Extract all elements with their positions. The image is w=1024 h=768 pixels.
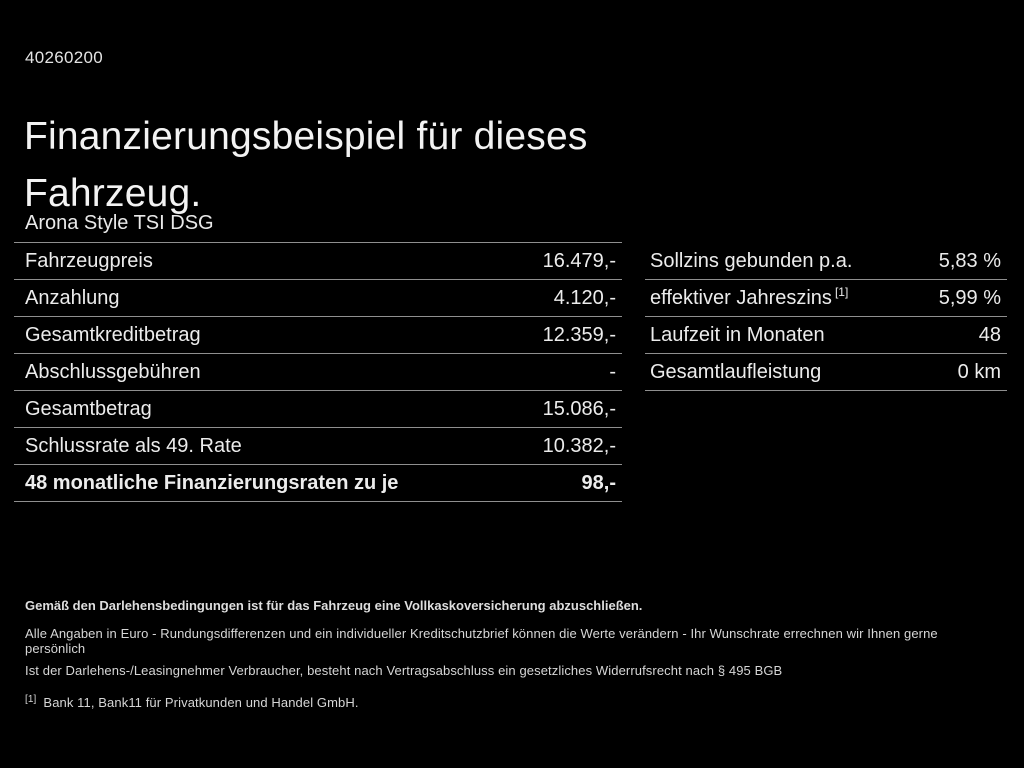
- row-value: 5,83 %: [938, 249, 1001, 272]
- row-label: Abschlussgebühren: [25, 360, 201, 383]
- bank-reference-note: [1] Bank 11, Bank11 für Privatkunden und …: [25, 693, 1000, 710]
- insurance-requirement-note: Gemäß den Darlehensbedingungen ist für d…: [25, 598, 643, 613]
- row-label: Gesamtkreditbetrag: [25, 323, 201, 346]
- table-row-sollzins: Sollzins gebunden p.a. 5,83 %: [645, 243, 1007, 280]
- table-row-monatliche-rate: 48 monatliche Finanzierungsraten zu je 9…: [14, 465, 622, 502]
- row-label: Anzahlung: [25, 286, 120, 309]
- financing-table-right: Sollzins gebunden p.a. 5,83 % effektiver…: [645, 243, 1007, 391]
- disclaimer-line-1: Alle Angaben in Euro - Rundungsdifferenz…: [25, 626, 938, 656]
- row-label: Gesamtlaufleistung: [650, 360, 822, 383]
- row-value: 98,-: [581, 471, 616, 494]
- row-label: Sollzins gebunden p.a.: [650, 249, 853, 272]
- row-label: Gesamtbetrag: [25, 397, 152, 420]
- reference-number: 40260200: [25, 48, 104, 67]
- page-title-line1: Finanzierungsbeispiel für dieses: [24, 115, 588, 159]
- disclaimer-line-2: Ist der Darlehens-/Leasingnehmer Verbrau…: [25, 663, 783, 678]
- row-label: Laufzeit in Monaten: [650, 323, 825, 346]
- row-value: 15.086,-: [542, 397, 616, 420]
- footnotes-section: Gemäß den Darlehensbedingungen ist für d…: [25, 598, 1000, 710]
- table-row-gesamtbetrag: Gesamtbetrag 15.086,-: [14, 391, 622, 428]
- table-row-gesamtlaufleistung: Gesamtlaufleistung 0 km: [645, 354, 1007, 391]
- row-value: 0 km: [957, 360, 1001, 383]
- financing-table-left: Fahrzeugpreis 16.479,- Anzahlung 4.120,-…: [14, 242, 622, 502]
- bank-footnote-marker: [1]: [25, 693, 37, 705]
- footnote-marker-superscript: [1]: [834, 284, 849, 299]
- table-row-schlussrate: Schlussrate als 49. Rate 10.382,-: [14, 428, 622, 465]
- row-value: 4.120,-: [553, 286, 616, 309]
- table-row-anzahlung: Anzahlung 4.120,-: [14, 280, 622, 317]
- row-label: Schlussrate als 49. Rate: [25, 434, 242, 457]
- row-label-text: effektiver Jahreszins: [650, 286, 832, 309]
- row-label: 48 monatliche Finanzierungsraten zu je: [25, 471, 399, 494]
- row-value: 5,99 %: [938, 286, 1001, 309]
- row-value: -: [609, 360, 616, 383]
- table-row-fahrzeugpreis: Fahrzeugpreis 16.479,-: [14, 243, 622, 280]
- table-row-gesamtkreditbetrag: Gesamtkreditbetrag 12.359,-: [14, 317, 622, 354]
- row-value: 16.479,-: [542, 249, 616, 272]
- row-label: effektiver Jahreszins [1]: [645, 284, 849, 310]
- row-label: Fahrzeugpreis: [25, 249, 153, 272]
- bank-reference-text: Bank 11, Bank11 für Privatkunden und Han…: [43, 695, 359, 710]
- row-value: 48: [978, 323, 1001, 346]
- table-row-abschlussgebuehren: Abschlussgebühren -: [14, 354, 622, 391]
- table-row-effektiver-jahreszins: effektiver Jahreszins [1] 5,99 %: [645, 280, 1007, 317]
- vehicle-model-label: Arona Style TSI DSG: [25, 212, 214, 234]
- page-title-line2: Fahrzeug.: [24, 172, 202, 216]
- row-value: 12.359,-: [542, 323, 616, 346]
- page-title: Finanzierungsbeispiel für dieses Fahrzeug…: [24, 108, 588, 222]
- row-value: 10.382,-: [542, 434, 616, 457]
- table-row-laufzeit: Laufzeit in Monaten 48: [645, 317, 1007, 354]
